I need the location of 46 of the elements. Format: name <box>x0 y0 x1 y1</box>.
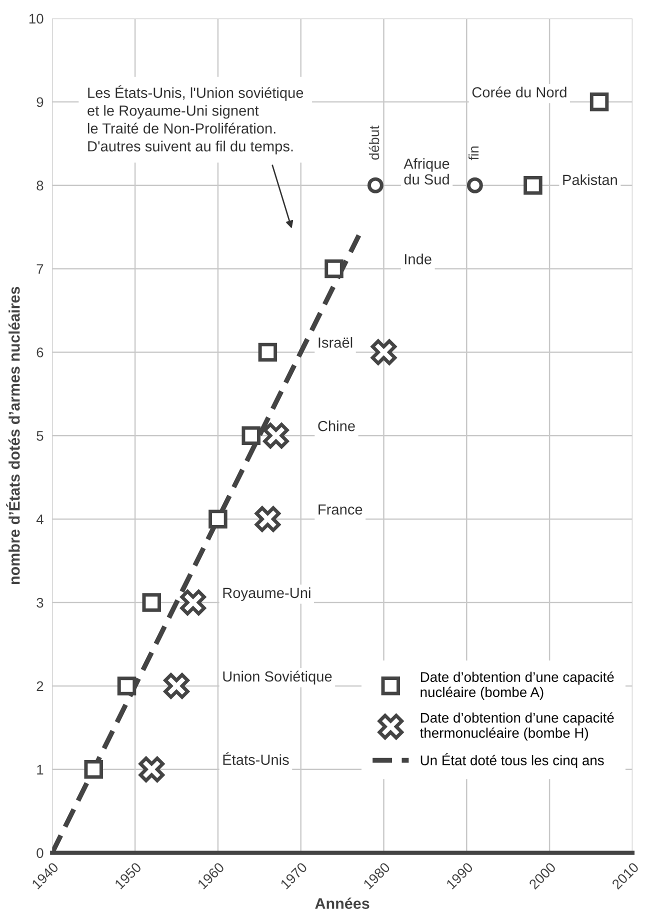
point <box>590 92 609 112</box>
y-axis-title: nombre d’États dotés d’armes nucléaires <box>6 286 20 584</box>
legend-label: Un État doté tous les cinq ans <box>420 753 604 768</box>
annotation: Afrique du Sud <box>404 158 450 185</box>
legend-label: Date d’obtention d’une capacité thermonucléaire (bombe H) <box>420 712 614 741</box>
y-tick-label: 8 <box>36 180 44 190</box>
annotation: Israël <box>318 337 352 348</box>
annotation: Inde <box>404 254 432 264</box>
point <box>84 760 103 779</box>
point <box>138 756 164 782</box>
point <box>466 177 483 194</box>
annotation: Chine <box>318 420 355 432</box>
annotation: Corée du Nord <box>472 86 566 98</box>
y-tick-label: 4 <box>36 514 44 524</box>
point <box>208 510 228 528</box>
annotation: Pakistan <box>563 174 617 186</box>
y-tick-label: 10 <box>29 14 44 24</box>
point <box>370 339 397 366</box>
y-tick-label: 7 <box>36 264 44 274</box>
annotation: Royaume-Uni <box>223 587 310 601</box>
y-tick-label: 6 <box>36 348 44 358</box>
y-tick-label: 3 <box>36 598 44 608</box>
point <box>263 422 289 448</box>
legend-label: Date d’obtention d’une capacité nucléaire (bombe A) <box>420 672 614 700</box>
point <box>242 426 260 446</box>
point <box>258 342 278 362</box>
y-tick-label: 0 <box>36 848 44 858</box>
y-tick-label: 1 <box>37 764 44 774</box>
x-axis-title: Années <box>315 898 370 909</box>
point <box>254 506 281 532</box>
y-tick-label: 5 <box>36 431 44 441</box>
annotation: États-Unis <box>223 752 289 765</box>
point <box>117 676 136 696</box>
point <box>324 259 344 278</box>
annotation: Les États-Unis, l'Union soviétique et le Royaume-Uni signent le Traité de Non-Prolifération. D'autres suivent au fil du temps. <box>88 85 304 154</box>
point <box>367 177 384 194</box>
point <box>524 176 542 195</box>
annotation: fin <box>468 146 479 160</box>
point <box>164 673 190 699</box>
point <box>180 590 206 616</box>
annotation: début <box>368 126 380 160</box>
y-tick-label: 2 <box>36 681 44 691</box>
point <box>142 593 162 612</box>
annotation: France <box>318 504 362 515</box>
annotation: Union Soviétique <box>223 670 332 685</box>
y-tick-label: 9 <box>36 97 44 108</box>
